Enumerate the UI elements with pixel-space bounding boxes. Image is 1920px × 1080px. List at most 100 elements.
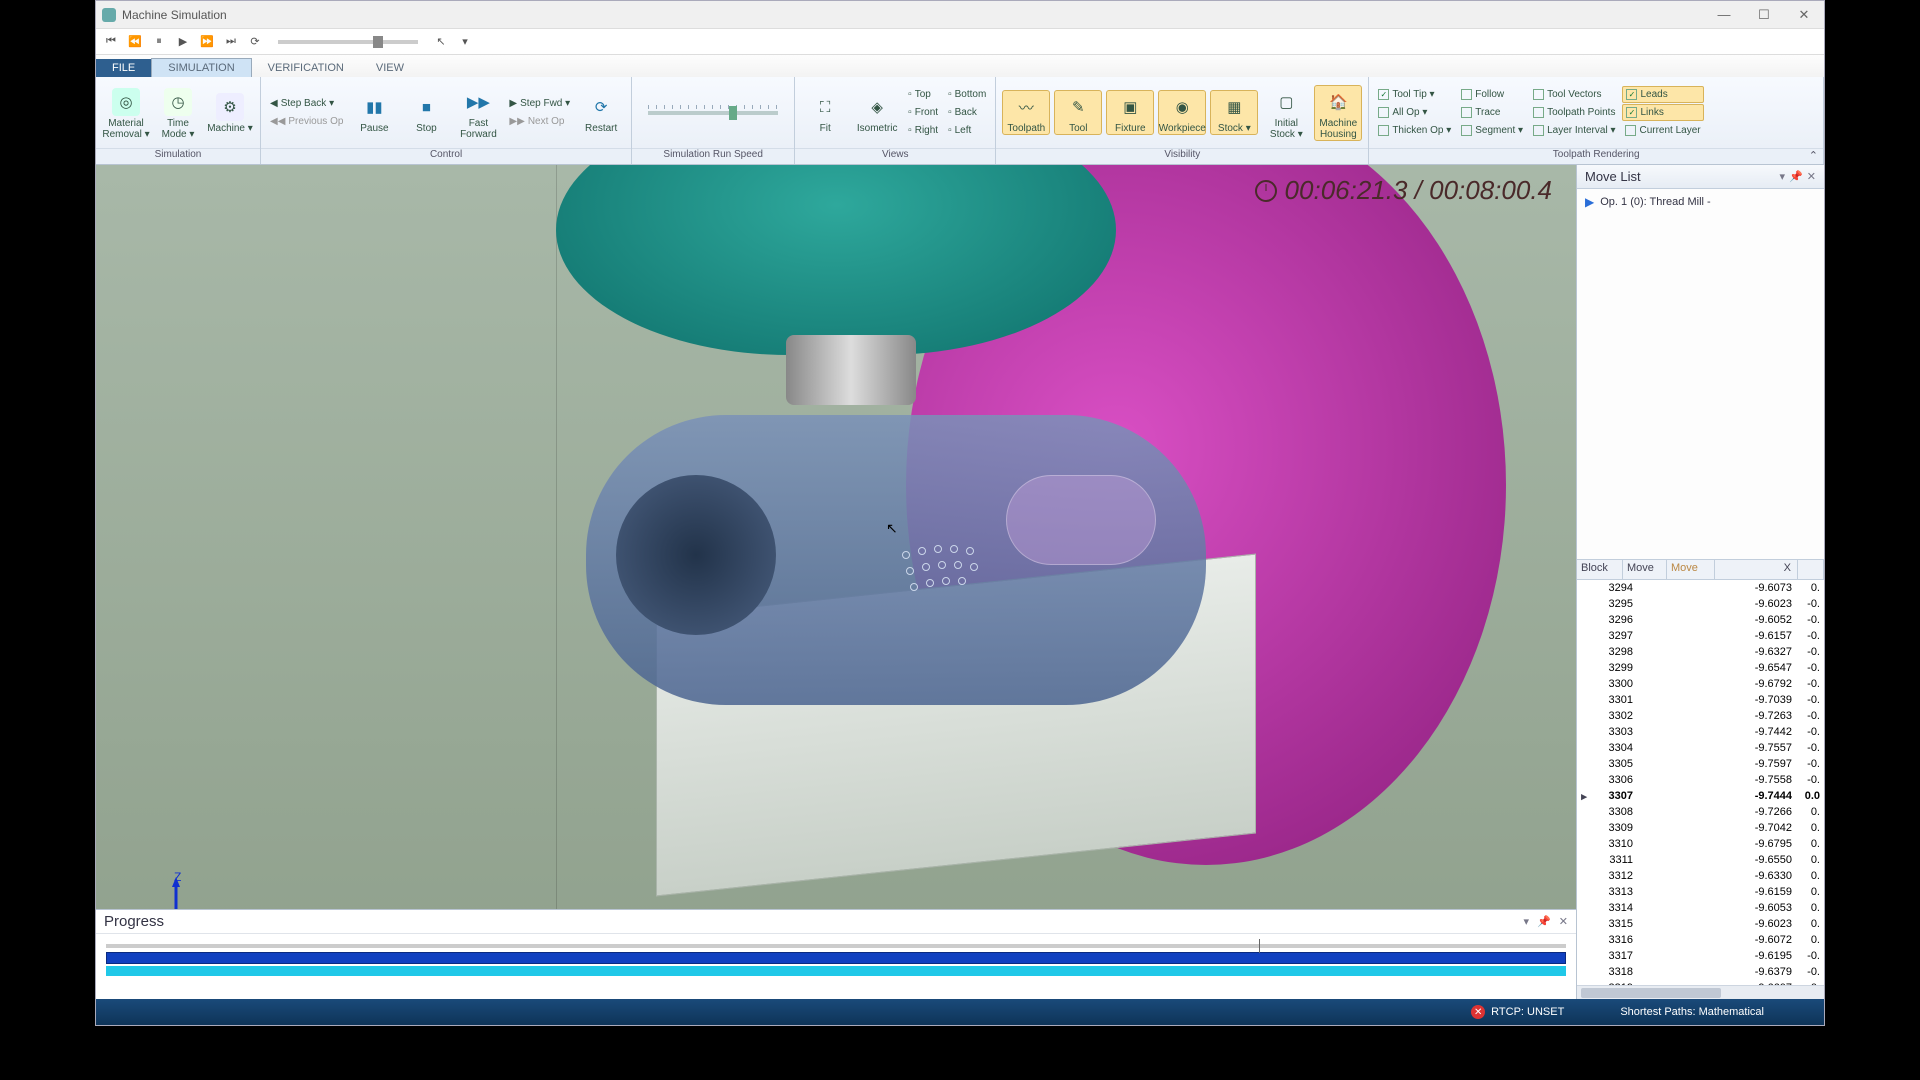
table-row[interactable]: 3306-9.7558-0. <box>1577 772 1824 788</box>
table-row[interactable]: 3301-9.7039-0. <box>1577 692 1824 708</box>
pause-button[interactable]: ▮▮Pause <box>350 91 398 134</box>
table-row[interactable]: 3314-9.60530. <box>1577 900 1824 916</box>
tab-view[interactable]: VIEW <box>360 59 420 77</box>
qat-last-icon[interactable]: ⏭ <box>222 33 240 51</box>
vis-machine-housing[interactable]: 🏠Machine Housing <box>1314 85 1362 141</box>
progress-pin-icon[interactable]: 📌 <box>1537 915 1551 928</box>
tab-simulation[interactable]: SIMULATION <box>151 58 251 77</box>
qat-cursor-icon[interactable]: ↖ <box>432 33 450 51</box>
qat-ff-icon[interactable]: ⏩ <box>198 33 216 51</box>
run-speed-slider[interactable] <box>638 85 788 141</box>
render-allop[interactable]: All Op ▾ <box>1375 104 1454 121</box>
panel-close-icon[interactable]: ✕ <box>1807 170 1816 183</box>
table-row[interactable]: 3305-9.7597-0. <box>1577 756 1824 772</box>
table-row[interactable]: 3310-9.67950. <box>1577 836 1824 852</box>
qat-rewind-icon[interactable]: ⏪ <box>126 33 144 51</box>
qat-speed-slider[interactable] <box>278 40 418 44</box>
table-row[interactable]: 3295-9.6023-0. <box>1577 596 1824 612</box>
table-row[interactable]: 3299-9.6547-0. <box>1577 660 1824 676</box>
table-row[interactable]: 3317-9.6195-0. <box>1577 948 1824 964</box>
render-trace[interactable]: Trace <box>1458 104 1526 121</box>
col-move[interactable]: Move <box>1623 560 1667 579</box>
window-minimize[interactable]: — <box>1704 3 1744 27</box>
vis-toolpath[interactable]: 〰Toolpath <box>1002 90 1050 135</box>
render-links[interactable]: ✓Links <box>1622 104 1703 121</box>
vis-initial-stock[interactable]: ▢Initial Stock ▾ <box>1262 86 1310 140</box>
vis-stock[interactable]: ▦Stock ▾ <box>1210 90 1258 135</box>
render-leads[interactable]: ✓Leads <box>1622 86 1703 103</box>
vis-workpiece[interactable]: ◉Workpiece <box>1158 90 1206 135</box>
table-row[interactable]: 3313-9.61590. <box>1577 884 1824 900</box>
table-row[interactable]: 3304-9.7557-0. <box>1577 740 1824 756</box>
render-vectors[interactable]: Tool Vectors <box>1530 86 1618 103</box>
ribbon-collapse-icon[interactable]: ⌃ <box>1809 149 1818 162</box>
grid-scrollbar[interactable] <box>1577 985 1824 999</box>
table-row[interactable]: 3303-9.7442-0. <box>1577 724 1824 740</box>
table-row[interactable]: 3311-9.65500. <box>1577 852 1824 868</box>
view-left[interactable]: ▫ Left <box>945 122 989 139</box>
move-list-op[interactable]: ▶ Op. 1 (0): Thread Mill - <box>1585 195 1816 209</box>
qat-play-icon[interactable]: ▶ <box>174 33 192 51</box>
render-tooltip[interactable]: ✓Tool Tip ▾ <box>1375 86 1454 103</box>
col-block[interactable]: Block <box>1577 560 1623 579</box>
window-maximize[interactable]: ☐ <box>1744 3 1784 27</box>
view-right[interactable]: ▫ Right <box>905 122 941 139</box>
time-mode-button[interactable]: ◷Time Mode ▾ <box>154 86 202 140</box>
next-op-button[interactable]: ▶▶ Next Op <box>506 113 573 130</box>
table-row[interactable]: 3294-9.60730. <box>1577 580 1824 596</box>
progress-close-icon[interactable]: ✕ <box>1559 915 1568 928</box>
tab-file[interactable]: FILE <box>96 59 151 77</box>
render-toolpath-points[interactable]: Toolpath Points <box>1530 104 1618 121</box>
progress-dropdown-icon[interactable]: ▾ <box>1524 915 1530 928</box>
table-row[interactable]: 3298-9.6327-0. <box>1577 644 1824 660</box>
tab-verification[interactable]: VERIFICATION <box>252 59 360 77</box>
table-row[interactable]: 3312-9.63300. <box>1577 868 1824 884</box>
table-row[interactable]: 3302-9.7263-0. <box>1577 708 1824 724</box>
window-close[interactable]: ✕ <box>1784 3 1824 27</box>
step-back-button[interactable]: ◀ Step Back ▾ <box>267 95 346 112</box>
restart-button[interactable]: ⟳Restart <box>577 91 625 134</box>
fit-view-button[interactable]: ⛶Fit <box>801 91 849 134</box>
render-current-layer[interactable]: Current Layer <box>1622 122 1703 139</box>
table-row[interactable]: ▸3307-9.74440.0 <box>1577 788 1824 804</box>
view-bottom[interactable]: ▫ Bottom <box>945 86 989 103</box>
table-row[interactable]: 3316-9.60720. <box>1577 932 1824 948</box>
panel-dropdown-icon[interactable]: ▾ <box>1780 170 1786 183</box>
previous-op-button[interactable]: ◀◀ Previous Op <box>267 113 346 130</box>
table-row[interactable]: 3309-9.70420. <box>1577 820 1824 836</box>
play-icon: ▶ <box>1585 195 1594 209</box>
table-row[interactable]: 3296-9.6052-0. <box>1577 612 1824 628</box>
render-segment[interactable]: Segment ▾ <box>1458 122 1526 139</box>
viewport-3d[interactable]: ↖ 00:06:21.3 / 00:08:00.4 Z X Front 1.83 <box>96 165 1576 999</box>
material-removal-button[interactable]: ◎Material Removal ▾ <box>102 86 150 140</box>
vis-tool[interactable]: ✎Tool <box>1054 90 1102 135</box>
qat-dropdown-icon[interactable]: ▾ <box>456 33 474 51</box>
render-layer-interval[interactable]: Layer Interval ▾ <box>1530 122 1618 139</box>
table-row[interactable]: 3315-9.60230. <box>1577 916 1824 932</box>
qat-pause-icon[interactable]: ⏸ <box>150 33 168 51</box>
stop-button[interactable]: ■Stop <box>402 91 450 134</box>
render-thicken[interactable]: Thicken Op ▾ <box>1375 122 1454 139</box>
progress-track[interactable] <box>106 944 1566 948</box>
vis-fixture[interactable]: ▣Fixture <box>1106 90 1154 135</box>
table-row[interactable]: 3300-9.6792-0. <box>1577 676 1824 692</box>
table-row[interactable]: 3297-9.6157-0. <box>1577 628 1824 644</box>
view-front[interactable]: ▫ Front <box>905 104 941 121</box>
table-row[interactable]: 3308-9.72660. <box>1577 804 1824 820</box>
qat-first-icon[interactable]: ⏮ <box>102 33 120 51</box>
view-top[interactable]: ▫ Top <box>905 86 941 103</box>
machine-button[interactable]: ⚙Machine ▾ <box>206 91 254 134</box>
move-list-panel: Move List ▾ 📌 ✕ ▶ Op. 1 (0): Thread Mill… <box>1576 165 1824 999</box>
view-back[interactable]: ▫ Back <box>945 104 989 121</box>
col-move2[interactable]: Move <box>1667 560 1715 579</box>
group-rendering-label: Toolpath Rendering <box>1369 148 1823 164</box>
fast-forward-button[interactable]: ▶▶Fast Forward <box>454 86 502 140</box>
panel-pin-icon[interactable]: 📌 <box>1789 170 1803 183</box>
qat-restart-icon[interactable]: ⟳ <box>246 33 264 51</box>
col-x[interactable]: X <box>1715 560 1798 579</box>
step-fwd-button[interactable]: ▶ Step Fwd ▾ <box>506 95 573 112</box>
isometric-view-button[interactable]: ◈Isometric <box>853 91 901 134</box>
render-follow[interactable]: Follow <box>1458 86 1526 103</box>
table-row[interactable]: 3318-9.6379-0. <box>1577 964 1824 980</box>
cursor-icon: ↖ <box>886 520 898 537</box>
